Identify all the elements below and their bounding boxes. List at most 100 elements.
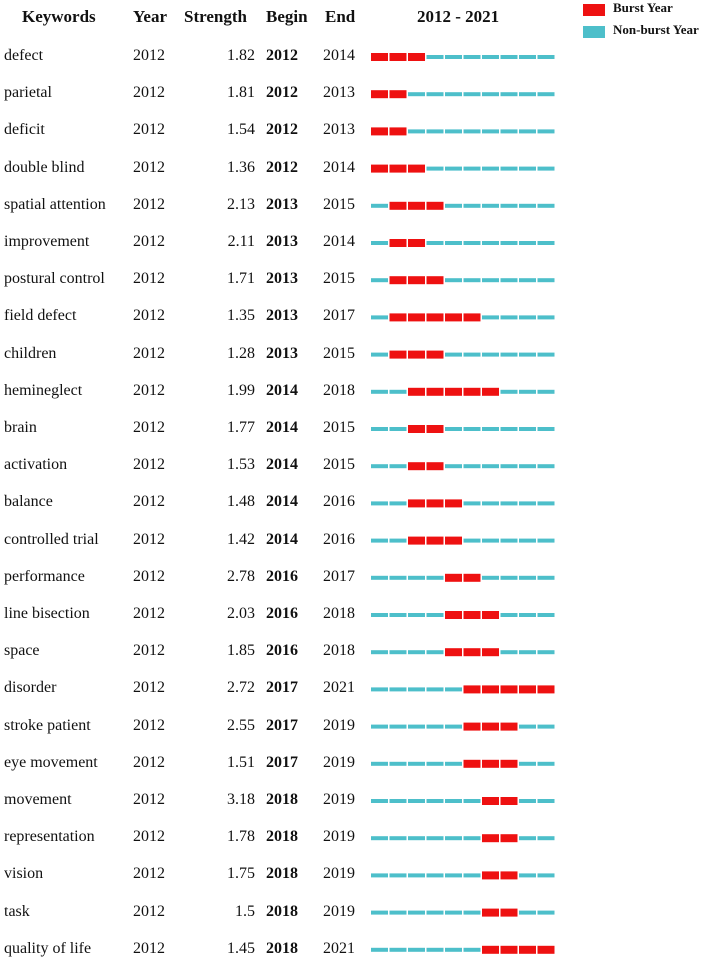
- nonburst-year-segment: [463, 836, 481, 841]
- burst-year-segment: [500, 797, 518, 805]
- begin-cell: 2018: [266, 791, 298, 808]
- nonburst-year-segment: [426, 910, 444, 915]
- burst-year-segment: [426, 313, 444, 322]
- nonburst-year-segment: [408, 873, 425, 878]
- nonburst-year-segment: [537, 724, 555, 729]
- burst-year-segment: [389, 201, 407, 210]
- begin-cell: 2014: [266, 493, 298, 511]
- burst-year-segment: [482, 387, 499, 396]
- burst-year-segment: [389, 90, 407, 99]
- strength-cell: 2.03: [227, 605, 255, 622]
- nonburst-year-segment: [389, 464, 407, 469]
- nonburst-year-segment: [482, 166, 499, 171]
- nonburst-year-segment: [371, 241, 388, 245]
- nonburst-year-segment: [445, 873, 462, 878]
- burst-year-segment: [519, 685, 536, 694]
- strength-cell: 1.5: [235, 902, 255, 920]
- burst-year-segment: [371, 53, 388, 61]
- year-cell: 2012: [133, 307, 165, 325]
- nonburst-year-segment: [463, 947, 481, 952]
- nonburst-year-segment: [537, 389, 555, 394]
- strength-cell: 1.53: [227, 456, 255, 474]
- nonburst-year-segment: [445, 278, 462, 283]
- nonburst-year-segment: [537, 799, 555, 803]
- nonburst-year-segment: [482, 427, 499, 431]
- year-cell: 2012: [133, 716, 165, 734]
- nonburst-year-segment: [463, 501, 481, 506]
- begin-cell: 2013: [266, 195, 298, 213]
- nonburst-year-segment: [500, 575, 518, 580]
- nonburst-year-segment: [371, 799, 388, 803]
- keyword-cell: postural control: [4, 270, 105, 288]
- end-cell: 2017: [323, 567, 355, 585]
- burst-year-segment: [463, 759, 481, 768]
- strength-cell: 2.55: [227, 716, 255, 734]
- end-cell: 2019: [323, 828, 355, 846]
- begin-cell: 2018: [266, 865, 298, 883]
- nonburst-year-segment: [537, 538, 555, 543]
- burst-year-segment: [537, 945, 555, 954]
- nonburst-year-segment: [482, 464, 499, 469]
- nonburst-year-segment: [482, 538, 499, 543]
- legend-burst-label: Burst Year: [613, 0, 673, 15]
- nonburst-year-segment: [482, 92, 499, 97]
- strength-cell: 1.71: [227, 270, 255, 288]
- nonburst-year-segment: [408, 650, 425, 655]
- burst-year-segment: [482, 759, 499, 768]
- nonburst-year-segment: [482, 241, 499, 245]
- strength-cell: 1.75: [227, 865, 255, 883]
- nonburst-year-segment: [519, 315, 536, 320]
- header-end: End: [325, 7, 356, 26]
- nonburst-year-segment: [445, 724, 462, 729]
- nonburst-year-segment: [463, 241, 481, 245]
- end-cell: 2015: [323, 456, 355, 474]
- nonburst-year-segment: [537, 873, 555, 878]
- year-cell: 2012: [133, 493, 165, 511]
- nonburst-year-segment: [408, 575, 425, 580]
- nonburst-year-segment: [389, 724, 407, 729]
- nonburst-year-segment: [463, 278, 481, 283]
- nonburst-year-segment: [519, 836, 536, 841]
- nonburst-year-segment: [519, 92, 536, 97]
- strength-cell: 1.42: [227, 530, 255, 548]
- keyword-cell: task: [4, 902, 30, 920]
- nonburst-year-segment: [408, 613, 425, 617]
- end-cell: 2017: [323, 307, 355, 325]
- burst-year-segment: [482, 722, 499, 731]
- nonburst-year-segment: [408, 910, 425, 915]
- nonburst-year-segment: [408, 799, 425, 803]
- burst-year-segment: [389, 127, 407, 136]
- nonburst-year-segment: [537, 92, 555, 97]
- nonburst-year-segment: [500, 427, 518, 431]
- nonburst-year-segment: [519, 389, 536, 394]
- nonburst-year-segment: [389, 687, 407, 692]
- year-cell: 2012: [133, 753, 165, 771]
- burst-year-segment: [482, 685, 499, 694]
- nonburst-year-segment: [537, 613, 555, 617]
- nonburst-year-segment: [500, 166, 518, 171]
- burst-year-segment: [482, 834, 499, 843]
- keyword-cell: double blind: [4, 158, 85, 176]
- year-cell: 2012: [133, 456, 165, 474]
- burst-year-segment: [389, 276, 407, 285]
- burst-year-segment: [389, 53, 407, 61]
- burst-year-segment: [500, 685, 518, 694]
- year-cell: 2012: [133, 530, 165, 548]
- year-cell: 2012: [133, 865, 165, 883]
- nonburst-year-segment: [445, 427, 462, 431]
- header-strength: Strength: [184, 7, 247, 26]
- burst-year-segment: [463, 611, 481, 619]
- end-cell: 2016: [323, 530, 355, 548]
- keyword-cell: space: [4, 642, 40, 660]
- nonburst-year-segment: [537, 129, 555, 134]
- burst-year-segment: [445, 648, 462, 657]
- keyword-cell: defect: [4, 47, 44, 64]
- nonburst-year-segment: [371, 910, 388, 915]
- strength-cell: 1.81: [227, 84, 255, 102]
- nonburst-year-segment: [519, 352, 536, 357]
- nonburst-year-segment: [519, 873, 536, 878]
- header-keywords: Keywords: [22, 7, 96, 26]
- begin-cell: 2012: [266, 84, 298, 102]
- nonburst-year-segment: [371, 278, 388, 283]
- nonburst-year-segment: [408, 761, 425, 766]
